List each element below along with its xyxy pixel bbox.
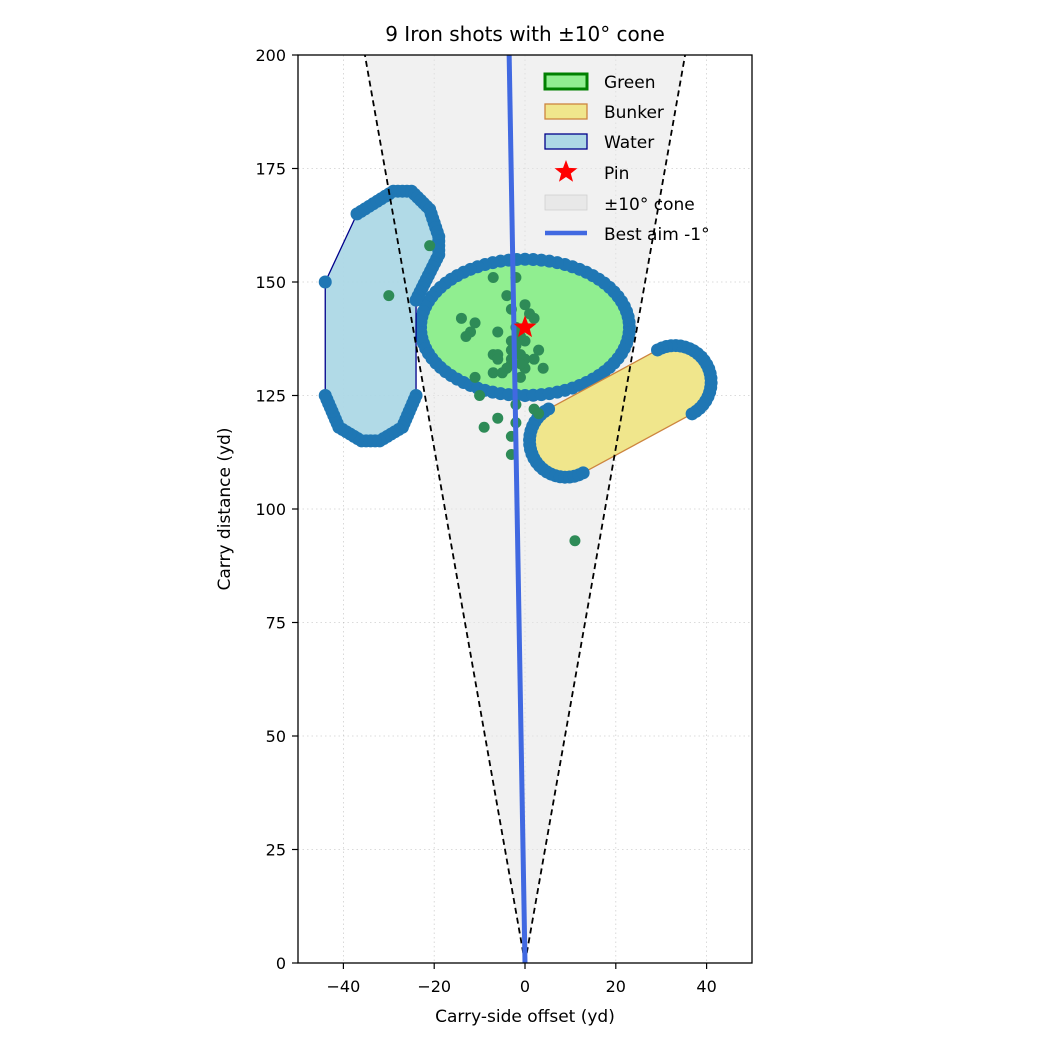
shot-point bbox=[474, 390, 486, 401]
shot-point bbox=[533, 344, 545, 356]
shot-point bbox=[496, 367, 508, 379]
water-boundary-point bbox=[409, 293, 423, 307]
y-tick-label: 175 bbox=[255, 160, 286, 179]
x-tick-label: −20 bbox=[417, 977, 451, 996]
legend-swatch-pin bbox=[554, 160, 578, 182]
water-boundary-points bbox=[318, 184, 446, 448]
legend-label-water: Water bbox=[604, 133, 654, 153]
x-axis-label: Carry-side offset (yd) bbox=[435, 1007, 615, 1027]
shot-point bbox=[383, 290, 395, 302]
shot-point bbox=[569, 535, 581, 547]
shot-point bbox=[487, 367, 499, 379]
bunker-boundary-point bbox=[576, 466, 590, 480]
pin-marker bbox=[513, 315, 537, 338]
shot-point bbox=[460, 330, 472, 342]
shot-point bbox=[478, 421, 490, 433]
x-tick-label: 40 bbox=[696, 977, 716, 996]
legend-label-aim: Best aim -1° bbox=[604, 225, 710, 245]
shot-point bbox=[492, 412, 504, 424]
green-boundary-points bbox=[414, 252, 636, 402]
shot-point bbox=[514, 371, 526, 383]
y-tick-label: 200 bbox=[255, 46, 286, 65]
shot-point bbox=[424, 240, 436, 252]
shot-points bbox=[383, 240, 581, 547]
shot-point bbox=[469, 317, 481, 329]
shot-point bbox=[519, 335, 531, 347]
legend-label-cone: ±10° cone bbox=[604, 195, 695, 215]
cone-left-edge bbox=[364, 55, 526, 963]
y-tick-label: 100 bbox=[255, 500, 286, 519]
legend-label-pin: Pin bbox=[604, 164, 629, 184]
y-tick-label: 75 bbox=[266, 614, 286, 633]
bunker-boundary-point bbox=[651, 343, 665, 357]
y-tick-label: 0 bbox=[276, 954, 286, 973]
bunker-boundary-points bbox=[523, 339, 718, 484]
shot-point bbox=[455, 312, 467, 324]
shot-point bbox=[492, 326, 504, 338]
x-tick-label: −40 bbox=[327, 977, 361, 996]
best-aim-line bbox=[506, 55, 528, 963]
shot-point bbox=[528, 312, 540, 324]
y-tick-label: 125 bbox=[255, 387, 286, 406]
chart-title: 9 Iron shots with ±10° cone bbox=[385, 22, 665, 46]
shot-point bbox=[519, 299, 531, 311]
water-boundary-point bbox=[320, 392, 334, 406]
shot-point bbox=[492, 353, 504, 365]
legend-label-bunker: Bunker bbox=[604, 103, 664, 123]
y-axis-label: Carry distance (yd) bbox=[215, 428, 235, 591]
y-tick-label: 150 bbox=[255, 273, 286, 292]
legend-swatch-water bbox=[544, 133, 588, 150]
plot-area bbox=[318, 55, 718, 963]
y-tick-label: 25 bbox=[266, 841, 286, 860]
shot-point bbox=[514, 358, 526, 370]
shot-point bbox=[537, 362, 549, 374]
shot-point bbox=[528, 353, 540, 365]
legend-label-green: Green bbox=[604, 73, 655, 93]
y-tick-label: 50 bbox=[266, 727, 286, 746]
shot-point bbox=[487, 271, 499, 283]
x-tick-label: 20 bbox=[606, 977, 626, 996]
x-tick-label: 0 bbox=[520, 977, 530, 996]
cone-right-edge bbox=[524, 55, 686, 963]
shot-point bbox=[533, 408, 545, 420]
legend-swatch-bunker bbox=[544, 103, 588, 120]
legend-swatch-green bbox=[543, 72, 589, 91]
axis-ticks: −40 −20 0 20 40 0 25 50 75 100 125 150 175 200 bbox=[255, 46, 716, 996]
shot-point bbox=[469, 371, 481, 383]
shot-point bbox=[501, 290, 513, 302]
legend: Green Bunker Water Pin ±10° cone Best ai… bbox=[543, 72, 710, 245]
water-boundary-point bbox=[318, 275, 332, 289]
legend-swatch-cone bbox=[544, 194, 588, 211]
green-boundary-point bbox=[622, 326, 636, 340]
